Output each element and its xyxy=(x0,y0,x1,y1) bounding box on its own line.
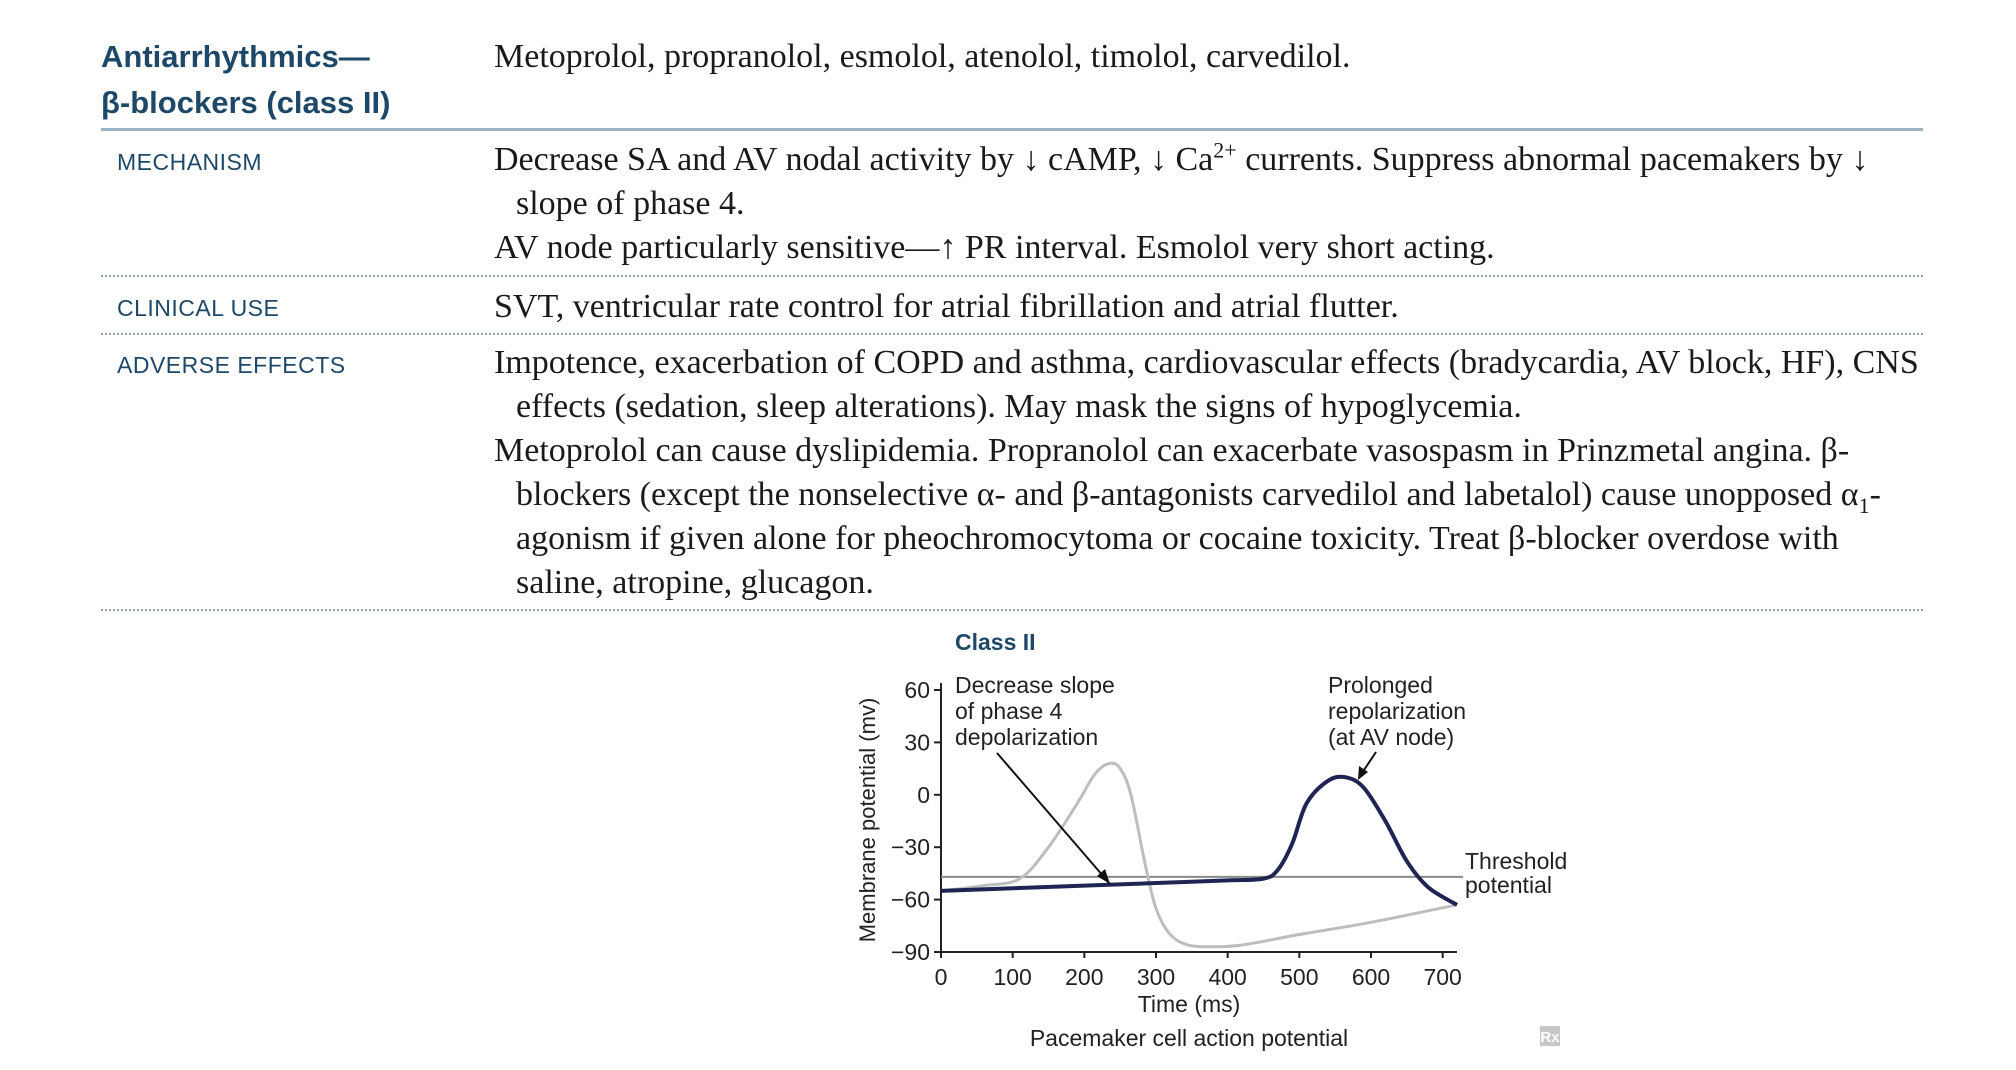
rx-icon-box xyxy=(1540,1026,1560,1046)
x-tick-label: 0 xyxy=(935,964,948,990)
adverse-paragraph-1: Impotence, exacerbation of COPD and asth… xyxy=(494,344,1919,425)
adverse-p2-sub: 1 xyxy=(1858,492,1870,518)
phase4-arrowhead xyxy=(1097,869,1110,884)
chart-caption: Pacemaker cell action potential xyxy=(1030,1025,1348,1051)
x-tick-label: 600 xyxy=(1352,964,1390,990)
chart-series xyxy=(940,761,1459,949)
mechanism-paragraph-2: AV node particularly sensitive—↑ PR inte… xyxy=(494,229,1495,266)
annotation-repol-line1: Prolonged xyxy=(1328,672,1433,698)
series-normal-line xyxy=(940,761,1458,949)
adverse-effects-label: ADVERSE EFFECTS xyxy=(117,352,346,378)
adverse-p2-a: Metoprolol can cause dyslipidemia. Propr… xyxy=(494,432,1859,513)
y-tick-label: 30 xyxy=(904,729,930,755)
x-tick-label: 300 xyxy=(1137,964,1175,990)
series-class2-line xyxy=(940,774,1459,907)
y-tick-label: 0 xyxy=(917,782,930,808)
adverse-p2-b: -agonism if given alone for pheochromocy… xyxy=(516,476,1881,601)
phase4-arrow xyxy=(996,752,1111,885)
y-tick-label: −30 xyxy=(891,834,930,860)
annotation-phase4-line1: Decrease slope xyxy=(955,672,1115,698)
annotation-threshold-line2: potential xyxy=(1465,872,1552,898)
annotation-phase4-line3: depolarization xyxy=(955,724,1098,750)
chart-title: Class II xyxy=(955,629,1036,655)
x-axis-label: Time (ms) xyxy=(1138,991,1241,1017)
section-heading: Antiarrhythmics— β-blockers (class II) xyxy=(101,34,461,126)
header-divider xyxy=(101,128,1923,131)
x-tick-label: 100 xyxy=(993,964,1031,990)
heading-line-2: β-blockers (class II) xyxy=(101,85,391,120)
repol-arrowhead xyxy=(1358,766,1368,780)
drug-list: Metoprolol, propranolol, esmolol, atenol… xyxy=(494,38,1351,75)
y-tick-label: −60 xyxy=(891,887,930,913)
clinical-use-paragraph: SVT, ventricular rate control for atrial… xyxy=(494,288,1399,325)
rx-icon: Rx xyxy=(1540,1029,1560,1046)
annotation-repol-line3: (at AV node) xyxy=(1328,724,1454,750)
clinical-use-label: CLINICAL USE xyxy=(117,295,280,321)
adverse-effects-text: Impotence, exacerbation of COPD and asth… xyxy=(494,341,1934,605)
mechanism-p1-b: currents. Suppress abnormal pacemakers b… xyxy=(516,141,1869,222)
y-tick-label: 60 xyxy=(904,677,930,703)
x-tick-label: 200 xyxy=(1065,964,1103,990)
y-axis-label: Membrane potential (mv) xyxy=(855,698,880,943)
mechanism-paragraph-1: Decrease SA and AV nodal activity by ↓ c… xyxy=(494,138,1926,226)
divider-3 xyxy=(101,609,1923,611)
mechanism-p1-sup: 2+ xyxy=(1213,137,1237,163)
heading-line-1: Antiarrhythmics— xyxy=(101,39,370,74)
divider-2 xyxy=(101,333,1923,335)
adverse-paragraph-2: Metoprolol can cause dyslipidemia. Propr… xyxy=(494,429,1934,605)
mechanism-text: Decrease SA and AV nodal activity by ↓ c… xyxy=(494,138,1926,270)
x-tick-label: 500 xyxy=(1280,964,1318,990)
x-tick-label: 400 xyxy=(1208,964,1246,990)
mechanism-p1-a: Decrease SA and AV nodal activity by ↓ c… xyxy=(494,141,1214,178)
annotation-threshold-line1: Threshold xyxy=(1465,848,1567,874)
y-tick-label: −90 xyxy=(891,939,930,965)
mechanism-label: MECHANISM xyxy=(117,149,263,175)
annotation-repol-line2: repolarization xyxy=(1328,698,1466,724)
x-tick-label: 700 xyxy=(1423,964,1461,990)
annotation-phase4-line2: of phase 4 xyxy=(955,698,1063,724)
divider-1 xyxy=(101,275,1923,277)
clinical-use-text: SVT, ventricular rate control for atrial… xyxy=(494,285,1934,329)
